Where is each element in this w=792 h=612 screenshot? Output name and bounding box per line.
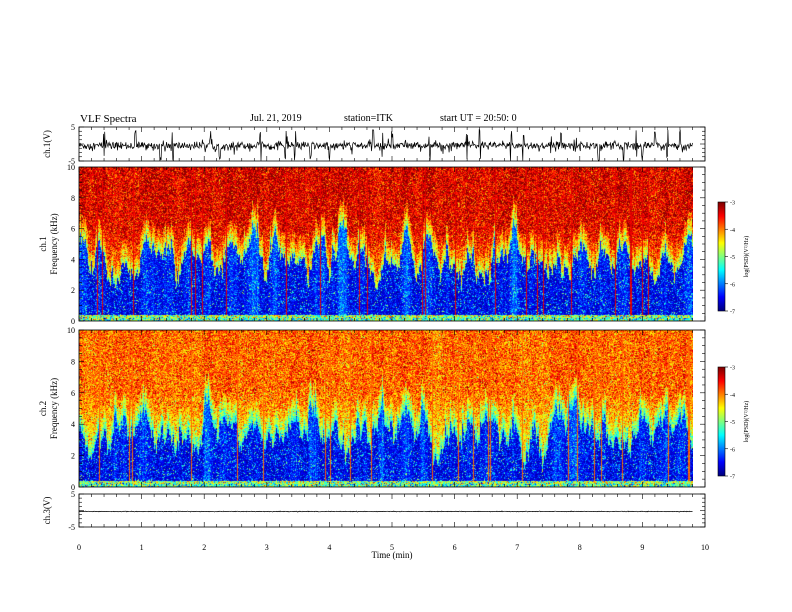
x-tick-label: 9 — [640, 543, 644, 552]
x-tick-label: 1 — [140, 543, 144, 552]
y-tick-label: -5 — [68, 157, 75, 166]
colorbar-tick-label: -3 — [730, 366, 735, 372]
y-axis-label: ch.1(V) — [42, 130, 52, 158]
y-axis-label: ch.3(V) — [42, 497, 52, 525]
colorbar-label: log(PSD)(V²/Hz) — [743, 236, 750, 277]
y-tick-label: 6 — [71, 389, 75, 398]
x-axis-label: Time (min) — [372, 550, 413, 560]
y-tick-label: 2 — [71, 286, 75, 295]
station-label: station=ITK — [344, 113, 393, 124]
colorbar-tick-label: -7 — [730, 310, 735, 316]
y-tick-label: 5 — [71, 123, 75, 132]
colorbar-tick-label: -5 — [730, 420, 735, 426]
y-axis-label-channel: ch.2 — [38, 401, 48, 416]
y-tick-label: 0 — [71, 317, 75, 326]
waveform-layer — [78, 128, 693, 513]
colorbar-tick-label: -6 — [730, 447, 735, 453]
colorbar-tick-label: -5 — [730, 255, 735, 261]
frame-layer — [78, 126, 728, 528]
x-tick-label: 8 — [578, 543, 582, 552]
y-tick-label: 2 — [71, 452, 75, 461]
y-tick-label: 4 — [71, 255, 75, 264]
colorbar-tick-label: -4 — [730, 393, 735, 399]
y-tick-label: 4 — [71, 420, 75, 429]
y-tick-label: 0 — [71, 483, 75, 492]
y-tick-label: 8 — [71, 357, 75, 366]
x-tick-label: 0 — [77, 543, 81, 552]
start-time-label: start UT = 20:50: 0 — [440, 113, 517, 124]
y-tick-label: 8 — [71, 194, 75, 203]
y-tick-label: 6 — [71, 225, 75, 234]
x-tick-label: 10 — [701, 543, 709, 552]
x-tick-label: 4 — [327, 543, 331, 552]
colorbar-tick-label: -3 — [730, 201, 735, 207]
x-tick-label: 2 — [202, 543, 206, 552]
x-tick-label: 5 — [390, 543, 394, 552]
spectrogram-ch2-image — [79, 330, 693, 487]
y-axis-label: Frequency (kHz) — [49, 378, 59, 439]
colorbar-image — [718, 202, 725, 311]
date-label: Jul. 21, 2019 — [250, 113, 302, 124]
x-tick-label: 7 — [515, 543, 519, 552]
image-layer — [79, 167, 725, 487]
waveform-ch3-line — [78, 510, 693, 513]
colorbar-image — [718, 367, 725, 476]
chart-title: VLF Spectra — [80, 113, 137, 125]
x-tick-label: 6 — [453, 543, 457, 552]
y-axis-label: Frequency (kHz) — [49, 213, 59, 274]
y-tick-label: -5 — [68, 523, 75, 532]
colorbar-label: log(PSD)(V²/Hz) — [743, 401, 750, 442]
colorbar-tick-label: -7 — [730, 475, 735, 481]
y-tick-label: 10 — [67, 163, 75, 172]
x-tick-label: 3 — [265, 543, 269, 552]
spectrogram-ch1-image — [79, 167, 693, 321]
y-tick-label: 5 — [71, 490, 75, 499]
y-tick-label: 10 — [67, 326, 75, 335]
colorbar-tick-label: -4 — [730, 228, 735, 234]
colorbar-tick-label: -6 — [730, 282, 735, 288]
waveform-ch1-line — [78, 128, 693, 162]
y-axis-label-channel: ch.1 — [38, 236, 48, 251]
